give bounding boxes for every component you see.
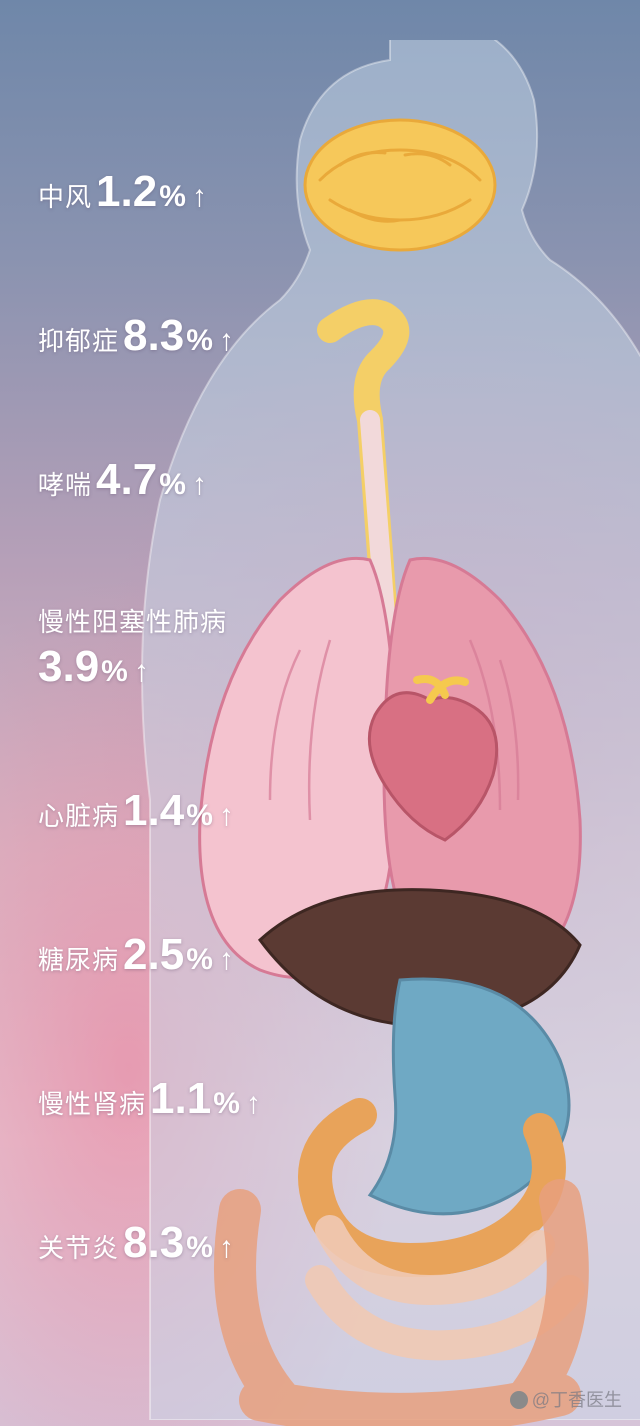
stat-unit: %: [101, 655, 128, 689]
watermark-at: @: [532, 1390, 550, 1410]
stat-diabetes: 糖尿病 2.5 % ↑: [38, 933, 298, 977]
stat-heart-disease: 心脏病 1.4 % ↑: [38, 789, 298, 833]
stat-value: 8.3: [123, 314, 184, 358]
stat-label: 慢性阻塞性肺病: [38, 602, 294, 639]
watermark: @丁香医生: [510, 1386, 622, 1412]
up-arrow-icon: ↑: [192, 468, 207, 502]
stat-value: 1.4: [123, 789, 184, 833]
stat-unit: %: [159, 180, 186, 214]
stat-label: 哮喘: [38, 465, 92, 502]
stat-stroke: 中风 1.2 % ↑: [38, 170, 298, 214]
stat-value: 8.3: [123, 1221, 184, 1265]
stats-list: 中风 1.2 % ↑ 抑郁症 8.3 % ↑ 哮喘 4.7 % ↑ 慢性阻塞性肺…: [38, 170, 298, 1265]
up-arrow-icon: ↑: [219, 943, 234, 977]
up-arrow-icon: ↑: [219, 1231, 234, 1265]
stat-ckd: 慢性肾病 1.1 % ↑: [38, 1077, 298, 1121]
stat-unit: %: [186, 799, 213, 833]
stat-value: 2.5: [123, 933, 184, 977]
stat-label: 心脏病: [38, 796, 119, 833]
stat-label: 慢性肾病: [38, 1084, 146, 1121]
stat-depression: 抑郁症 8.3 % ↑: [38, 314, 298, 358]
stat-value: 3.9: [38, 645, 99, 689]
stat-label: 糖尿病: [38, 940, 119, 977]
stat-unit: %: [159, 468, 186, 502]
stat-label: 关节炎: [38, 1228, 119, 1265]
up-arrow-icon: ↑: [219, 324, 234, 358]
up-arrow-icon: ↑: [192, 180, 207, 214]
stat-label: 抑郁症: [38, 321, 119, 358]
stat-arthritis: 关节炎 8.3 % ↑: [38, 1221, 298, 1265]
stat-value: 1.2: [96, 170, 157, 214]
stat-asthma: 哮喘 4.7 % ↑: [38, 458, 298, 502]
stat-value: 4.7: [96, 458, 157, 502]
stat-unit: %: [213, 1087, 240, 1121]
stat-label: 中风: [38, 177, 92, 214]
stat-value: 1.1: [150, 1077, 211, 1121]
weibo-icon: [510, 1391, 528, 1409]
brain-icon: [305, 120, 495, 250]
stat-unit: %: [186, 943, 213, 977]
up-arrow-icon: ↑: [246, 1087, 261, 1121]
stat-unit: %: [186, 1231, 213, 1265]
up-arrow-icon: ↑: [219, 799, 234, 833]
up-arrow-icon: ↑: [134, 655, 149, 689]
watermark-text: 丁香医生: [550, 1390, 622, 1410]
stat-unit: %: [186, 324, 213, 358]
stat-copd: 慢性阻塞性肺病 3.9 % ↑: [38, 602, 298, 689]
